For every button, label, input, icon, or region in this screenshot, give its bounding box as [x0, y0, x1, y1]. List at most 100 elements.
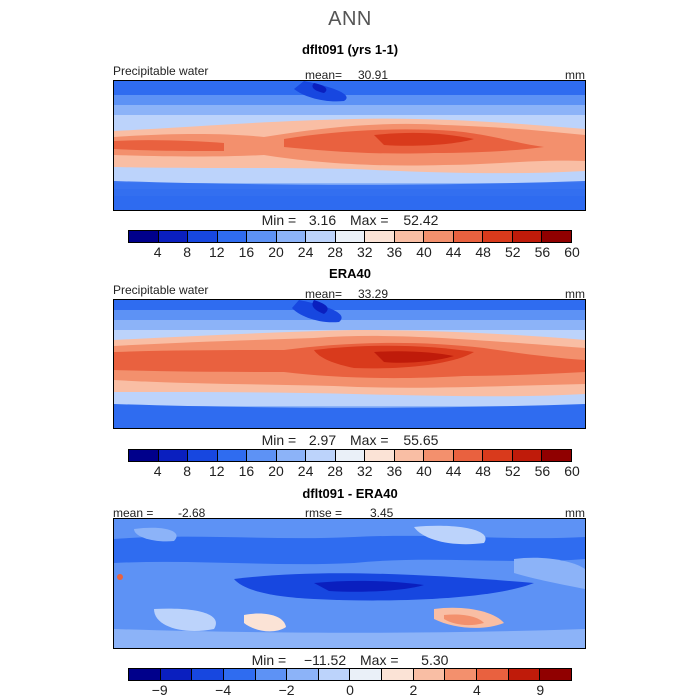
- panel-2-colorbar-swatch: [335, 450, 366, 461]
- panel-3-max-value: 5.30: [421, 652, 449, 668]
- panel-1-colorbar-swatch: [483, 231, 513, 242]
- panel-1-min-value: 3.16: [308, 212, 337, 228]
- panel-2-colorbar-swatch: [188, 450, 218, 461]
- panel-1-minmax: Min = 3.16 Max = 52.42: [0, 212, 700, 228]
- panel-1-colorbar-tick-label: 24: [297, 244, 314, 260]
- panel-3-colorbar-swatch: [445, 669, 478, 680]
- panel-3-min-label: Min =: [251, 652, 287, 668]
- panel-1-map: [113, 80, 586, 211]
- panel-2-units: mm: [565, 287, 585, 301]
- panel-1-max-label: Max =: [350, 212, 389, 228]
- panel-2-min-label: Min =: [261, 432, 297, 448]
- panel-1-colorbar: [128, 230, 572, 243]
- panel-3-minmax: Min = −11.52 Max = 5.30: [0, 652, 700, 668]
- panel-2-variable: Precipitable water: [113, 283, 209, 297]
- panel-3-colorbar-swatch: [287, 669, 319, 680]
- panel-2-colorbar-swatch: [512, 450, 543, 461]
- panel-2-colorbar-swatch: [424, 450, 454, 461]
- panel-2-colorbar-tick-label: 32: [357, 463, 373, 479]
- panel-2-mean-label: mean=: [305, 287, 343, 301]
- panel-3-rmse-value: 3.45: [370, 506, 394, 520]
- panel-1-colorbar-swatch: [335, 231, 366, 242]
- panel-3-min-value: −11.52: [303, 652, 347, 668]
- panel-2-map: [113, 299, 586, 429]
- panel-2-colorbar-swatch: [129, 450, 159, 461]
- panel-2-colorbar: [128, 449, 572, 462]
- panel-1-colorbar-swatch: [424, 231, 454, 242]
- panel-1-colorbar-tick-label: 20: [268, 244, 284, 260]
- panel-1-max-value: 52.42: [403, 212, 439, 228]
- panel-1-colorbar-tick-label: 12: [209, 244, 225, 260]
- panel-1-colorbar-swatch: [365, 231, 395, 242]
- panel-2-colorbar-swatch: [394, 450, 425, 461]
- panel-3-colorbar-swatch: [192, 669, 224, 680]
- panel-1-colorbar-swatch: [158, 231, 189, 242]
- panel-1-min-label: Min =: [261, 212, 297, 228]
- panel-1-colorbar-tick-label: 56: [534, 244, 551, 260]
- panel-1-title: dflt091 (yrs 1-1): [301, 42, 399, 57]
- panel-3-mean-value: -2.68: [178, 506, 206, 520]
- panel-2-contour-field: [114, 300, 585, 428]
- panel-1-colorbar-tick-label: 4: [153, 244, 162, 260]
- panel-1-colorbar-tick-label: 36: [386, 244, 403, 260]
- panel-1-colorbar-swatch: [306, 231, 336, 242]
- panel-3-colorbar-swatch: [413, 669, 446, 680]
- panel-1-colorbar-swatch: [394, 231, 425, 242]
- panel-3-units: mm: [565, 506, 585, 520]
- panel-2-colorbar-swatch: [453, 450, 484, 461]
- panel-2-colorbar-ticks: 4 8 12 16 20 24 28 32 36 40 44 48 52 56 60: [128, 463, 580, 481]
- panel-3-max-label: Max =: [360, 652, 399, 668]
- panel-2-colorbar-tick-label: 48: [475, 463, 491, 479]
- panel-2-colorbar-tick-label: 60: [564, 463, 580, 479]
- panel-2-colorbar-swatch: [306, 450, 336, 461]
- panel-1-colorbar-tick-label: 8: [183, 244, 192, 260]
- panel-2-colorbar-tick-label: 28: [327, 463, 343, 479]
- panel-1-colorbar-swatch: [542, 231, 571, 242]
- panel-1-colorbar-swatch: [453, 231, 484, 242]
- panel-3-colorbar-swatch: [160, 669, 193, 680]
- main-title: ANN: [328, 8, 372, 30]
- panel-1-units: mm: [565, 68, 585, 82]
- panel-3-colorbar: [128, 668, 572, 681]
- panel-1-colorbar-tick-label: 16: [238, 244, 255, 260]
- panel-2-colorbar-swatch: [276, 450, 307, 461]
- panel-1-colorbar-swatch: [512, 231, 543, 242]
- panel-2-colorbar-swatch: [217, 450, 248, 461]
- panel-2-colorbar-tick-label: 36: [386, 463, 403, 479]
- panel-2-colorbar-tick-label: 12: [209, 463, 225, 479]
- panel-1-colorbar-tick-label: 40: [416, 244, 432, 260]
- panel-2-colorbar-tick-label: 8: [183, 463, 192, 479]
- panel-1-colorbar-tick-label: 48: [475, 244, 491, 260]
- panel-2-minmax: Min = 2.97 Max = 55.65: [0, 432, 700, 448]
- panel-3-title: dflt091 - ERA40: [302, 486, 398, 501]
- panel-1-colorbar-swatch: [129, 231, 159, 242]
- panel-2-max-value: 55.65: [403, 432, 439, 448]
- panel-1-variable: Precipitable water: [113, 64, 209, 78]
- panel-3-colorbar-tick-label: −2: [278, 682, 295, 698]
- panel-3-colorbar-swatch: [382, 669, 414, 680]
- panel-2-mean-value: 33.29: [358, 287, 389, 301]
- panel-1-mean-label: mean=: [305, 68, 343, 82]
- panel-3-map: [113, 518, 586, 649]
- panel-2-colorbar-tick-label: 52: [505, 463, 521, 479]
- panel-2-colorbar-tick-label: 20: [268, 463, 284, 479]
- panel-2-colorbar-tick-label: 56: [534, 463, 551, 479]
- panel-1-colorbar-tick-label: 44: [445, 244, 462, 260]
- panel-2-colorbar-swatch: [247, 450, 277, 461]
- panel-2-colorbar-swatch: [483, 450, 513, 461]
- panel-3-colorbar-swatch: [129, 669, 161, 680]
- panel-3-contour-field: [114, 519, 585, 648]
- panel-2-colorbar-swatch: [158, 450, 189, 461]
- panel-2-colorbar-tick-label: 44: [445, 463, 462, 479]
- panel-1-colorbar-swatch: [276, 231, 307, 242]
- panel-1-colorbar-swatch: [217, 231, 248, 242]
- panel-2-colorbar-swatch: [365, 450, 395, 461]
- panel-1-colorbar-tick-label: 28: [327, 244, 343, 260]
- panel-2-colorbar-tick-label: 16: [238, 463, 255, 479]
- panel-2-colorbar-tick-label: 4: [153, 463, 162, 479]
- panel-3-colorbar-tick-label: 0: [346, 682, 354, 698]
- panel-3-colorbar-swatch: [255, 669, 288, 680]
- panel-3-mean-label: mean =: [113, 506, 154, 520]
- panel-1-colorbar-tick-label: 32: [357, 244, 373, 260]
- panel-2-colorbar-swatch: [542, 450, 571, 461]
